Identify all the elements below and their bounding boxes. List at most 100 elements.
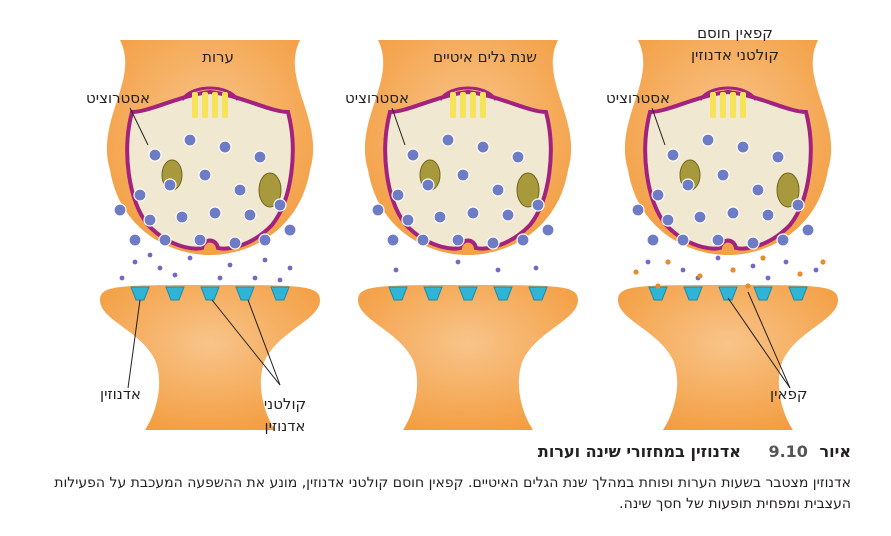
adenosine-molecule bbox=[495, 267, 501, 273]
adenosine-molecule bbox=[813, 267, 819, 273]
vesicle bbox=[541, 223, 555, 237]
receptor-label-line2: אדנוזין bbox=[264, 417, 306, 435]
adenosine-molecule bbox=[645, 259, 651, 265]
vesicle bbox=[501, 208, 515, 222]
caffeine-molecule bbox=[633, 269, 639, 275]
adenosine-molecule bbox=[680, 267, 686, 273]
vesicle bbox=[148, 148, 162, 162]
adenosine-receptor bbox=[458, 286, 478, 301]
astrocyte-leader-awake bbox=[129, 107, 149, 146]
caffeine-leader bbox=[747, 291, 791, 389]
receptor-leader bbox=[247, 299, 281, 386]
adenosine-molecule bbox=[187, 255, 193, 261]
vesicle bbox=[183, 133, 197, 147]
signal-arrow bbox=[740, 92, 746, 118]
vesicle bbox=[113, 203, 127, 217]
vesicle bbox=[451, 233, 465, 247]
vesicle bbox=[651, 188, 665, 202]
vesicle bbox=[631, 203, 645, 217]
adenosine-receptor bbox=[388, 286, 408, 301]
vesicle bbox=[243, 208, 257, 222]
vesicle bbox=[531, 198, 545, 212]
vesicle bbox=[163, 178, 177, 192]
vesicle bbox=[133, 188, 147, 202]
vesicle bbox=[511, 150, 525, 164]
vesicle bbox=[486, 236, 500, 250]
adenosine-receptor bbox=[200, 286, 220, 301]
vesicle bbox=[128, 233, 142, 247]
adenosine-molecule bbox=[157, 265, 163, 271]
vesicle bbox=[456, 168, 470, 182]
adenosine-receptor bbox=[423, 286, 443, 301]
vesicle bbox=[476, 140, 490, 154]
vesicle bbox=[466, 206, 480, 220]
vesicle bbox=[516, 233, 530, 247]
vesicle bbox=[666, 148, 680, 162]
panel-title-sws: שנת גלים איטיים bbox=[433, 48, 537, 66]
vesicle bbox=[175, 210, 189, 224]
vesicle bbox=[228, 236, 242, 250]
caffeine-label: קפאין bbox=[770, 385, 808, 403]
vesicle bbox=[253, 150, 267, 164]
vesicle bbox=[208, 206, 222, 220]
receptor-leader bbox=[211, 299, 281, 386]
adenosine-molecule bbox=[765, 275, 771, 281]
adenosine-molecule bbox=[262, 257, 268, 263]
vesicle bbox=[273, 198, 287, 212]
vesicle bbox=[283, 223, 297, 237]
adenosine-molecule bbox=[119, 275, 125, 281]
neck-membrane bbox=[438, 86, 498, 101]
caffeine-molecule bbox=[745, 283, 751, 289]
vesicle bbox=[421, 178, 435, 192]
vesicle bbox=[746, 236, 760, 250]
vesicle bbox=[491, 183, 505, 197]
vesicle bbox=[143, 213, 157, 227]
caffeine-molecule bbox=[760, 255, 766, 261]
adenosine-receptor bbox=[235, 286, 255, 301]
caffeine-molecule bbox=[797, 271, 803, 277]
vesicle bbox=[401, 213, 415, 227]
vesicle bbox=[726, 206, 740, 220]
adenosine-receptor bbox=[270, 286, 290, 301]
adenosine-molecule bbox=[132, 259, 138, 265]
postsynaptic-terminal bbox=[100, 285, 320, 430]
caption-heading: איור 9.10 אדנוזין במחזורי שינה וערות bbox=[20, 442, 851, 461]
signal-arrow bbox=[222, 92, 228, 118]
panel-title-awake: ערות bbox=[202, 48, 234, 66]
astrocyte-leader-caffeine bbox=[651, 107, 666, 146]
caffeine-leader bbox=[727, 297, 791, 389]
adenosine-receptor bbox=[130, 286, 150, 301]
vesicle bbox=[233, 183, 247, 197]
vesicle bbox=[441, 133, 455, 147]
mitochondrion bbox=[776, 172, 800, 208]
vesicle bbox=[386, 233, 400, 247]
adenosine-molecule bbox=[227, 262, 233, 268]
adenosine-receptor bbox=[528, 286, 548, 301]
astrocyte-leader-sws bbox=[391, 107, 406, 146]
signal-arrow bbox=[460, 92, 466, 118]
vesicle bbox=[701, 133, 715, 147]
vesicle bbox=[193, 233, 207, 247]
adenosine-molecule bbox=[172, 272, 178, 278]
caption-body: אדנוזין מצטבר בשעות הערות ופוחת במהלך שנ… bbox=[54, 475, 851, 512]
adenosine-receptor bbox=[718, 286, 738, 301]
adenosine-molecule bbox=[783, 259, 789, 265]
caffeine-molecule bbox=[665, 259, 671, 265]
vesicle bbox=[661, 213, 675, 227]
caffeine-molecule bbox=[697, 273, 703, 279]
adenosine-molecule bbox=[533, 265, 539, 271]
astrocyte-label-caffeine: אסטרוציט bbox=[606, 89, 671, 107]
adenosine-molecule bbox=[750, 263, 756, 269]
figure-word: איור bbox=[819, 442, 851, 461]
signal-arrow bbox=[450, 92, 456, 118]
adenosine-molecule bbox=[147, 252, 153, 258]
vesicle bbox=[218, 140, 232, 154]
signal-arrow bbox=[192, 92, 198, 118]
synapse-diagram: ערות שנת גלים איטיים קפאין חוסם קולטני א… bbox=[86, 24, 838, 435]
vesicle bbox=[751, 183, 765, 197]
adenosine-leader bbox=[127, 299, 141, 389]
vesicle bbox=[371, 203, 385, 217]
mitochondrion bbox=[258, 172, 282, 208]
vesicle bbox=[801, 223, 815, 237]
signal-arrow bbox=[720, 92, 726, 118]
